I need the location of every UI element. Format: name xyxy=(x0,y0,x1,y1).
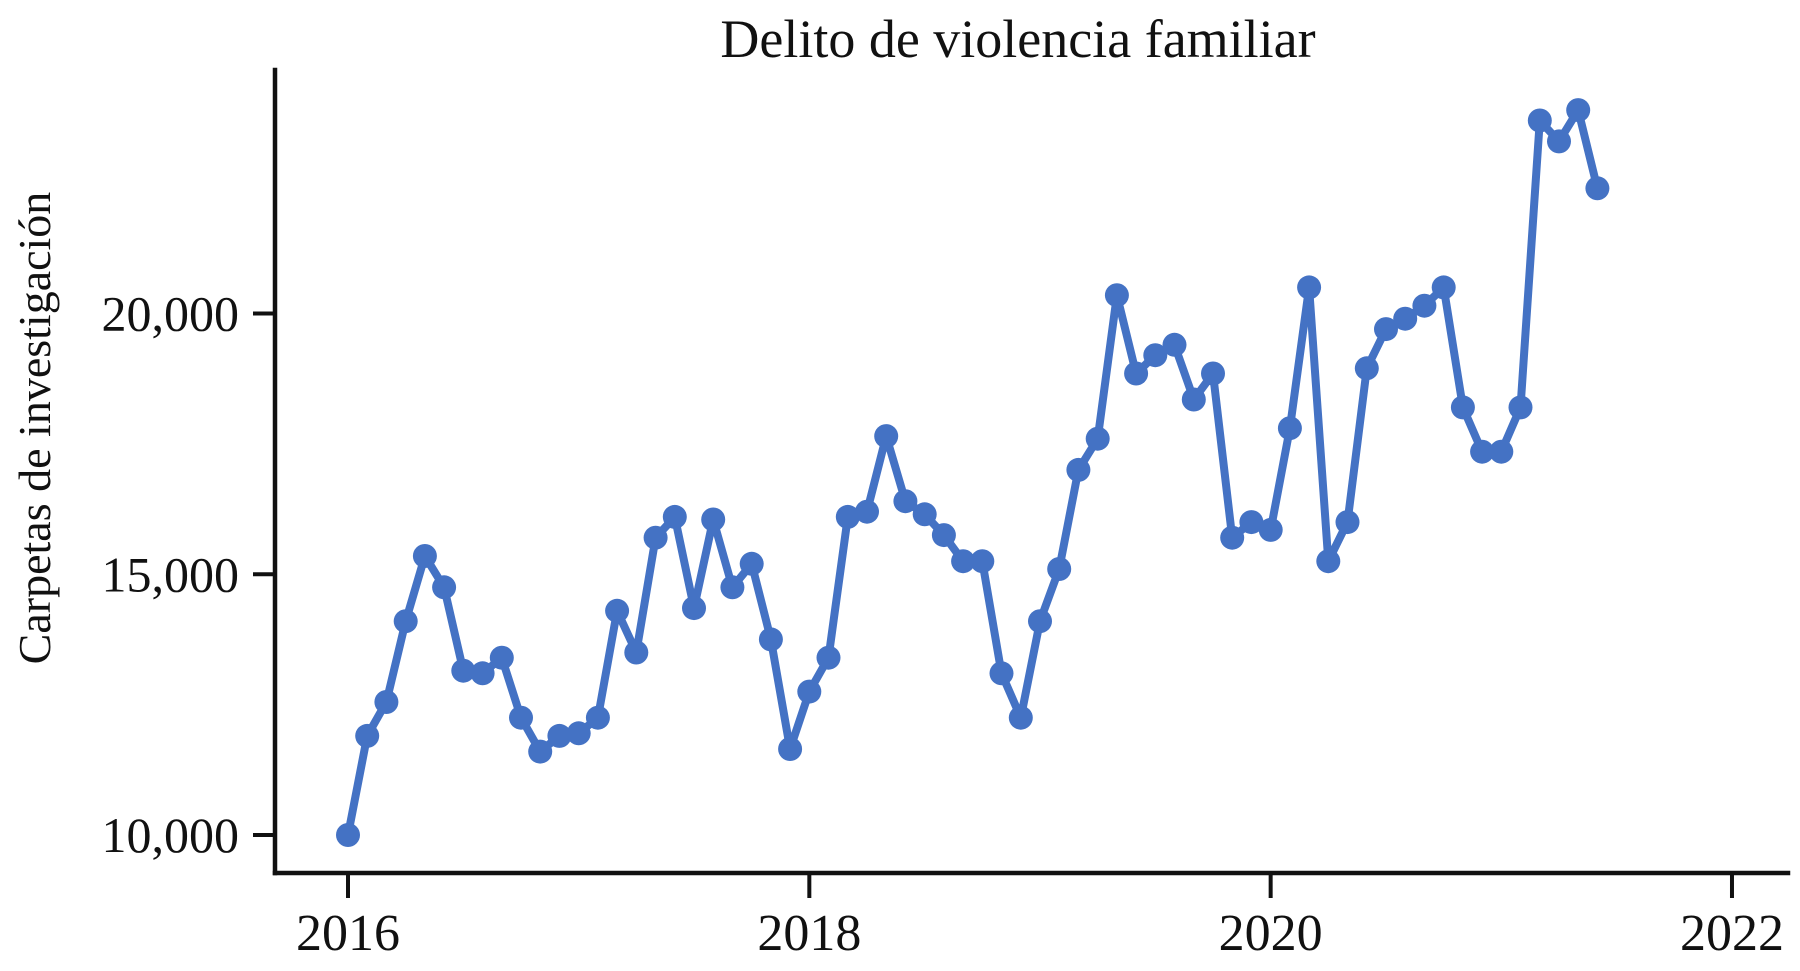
x-tick-label: 2016 xyxy=(296,905,400,962)
data-point xyxy=(336,823,360,847)
data-point xyxy=(662,504,687,529)
data-point xyxy=(1547,129,1571,154)
data-point xyxy=(1277,416,1302,441)
data-point xyxy=(797,679,822,704)
data-point xyxy=(816,645,841,670)
data-point xyxy=(451,658,476,683)
data-point xyxy=(393,609,418,634)
data-point xyxy=(1047,557,1072,581)
data-point xyxy=(758,627,783,652)
data-point xyxy=(893,489,918,514)
data-point xyxy=(585,705,610,730)
data-point xyxy=(951,549,976,574)
data-series-violencia-familiar xyxy=(336,98,1610,847)
data-point xyxy=(835,504,860,529)
y-axis-ticks: 10,000 15,000 20,000 xyxy=(102,286,275,863)
y-tick-label: 20,000 xyxy=(102,286,240,342)
data-point xyxy=(1354,356,1379,381)
data-point xyxy=(1220,525,1245,550)
data-point xyxy=(432,575,457,600)
data-point xyxy=(1374,317,1398,342)
data-point xyxy=(1008,705,1033,730)
x-tick-label: 2022 xyxy=(1680,905,1784,962)
data-point xyxy=(489,645,514,670)
data-point xyxy=(1316,549,1341,574)
data-point xyxy=(1143,343,1168,368)
data-point xyxy=(528,739,553,764)
data-point xyxy=(1104,283,1129,308)
data-point xyxy=(1335,510,1360,535)
data-point xyxy=(605,598,630,623)
data-point xyxy=(412,544,437,568)
data-point xyxy=(1028,609,1052,634)
data-point xyxy=(1297,275,1322,300)
chart-title: Delito de violencia familiar xyxy=(720,9,1315,69)
data-point xyxy=(1066,457,1091,482)
y-tick-label: 15,000 xyxy=(102,546,240,602)
x-tick-label: 2018 xyxy=(757,905,861,962)
data-point xyxy=(643,525,668,550)
data-point xyxy=(1470,439,1495,464)
data-point xyxy=(970,549,995,574)
data-point xyxy=(1393,306,1418,331)
data-point xyxy=(701,507,726,532)
y-tick-label: 10,000 xyxy=(102,807,240,863)
data-point xyxy=(470,661,495,686)
data-point xyxy=(509,705,533,730)
data-point xyxy=(1527,108,1552,133)
y-axis-label: Carpetas de investigación xyxy=(9,192,60,665)
data-point xyxy=(912,502,937,527)
data-point xyxy=(855,499,879,524)
data-point xyxy=(1585,176,1610,201)
data-point xyxy=(355,723,380,748)
data-point xyxy=(720,575,745,600)
data-point xyxy=(778,737,803,761)
data-point xyxy=(1181,387,1206,412)
data-point xyxy=(874,424,899,449)
data-point xyxy=(1239,510,1264,535)
data-point xyxy=(1201,361,1225,386)
data-point xyxy=(1450,395,1475,420)
x-tick-label: 2020 xyxy=(1219,905,1323,962)
data-point xyxy=(1162,332,1187,357)
data-point xyxy=(566,721,591,746)
data-point xyxy=(624,640,649,665)
data-point xyxy=(1412,293,1437,318)
data-point xyxy=(931,523,956,548)
data-point xyxy=(1258,517,1283,542)
data-point xyxy=(1489,439,1514,464)
data-point xyxy=(1085,426,1110,451)
data-point xyxy=(989,661,1014,686)
x-axis-ticks: 2016 2018 2020 2022 xyxy=(296,873,1784,962)
series-line xyxy=(344,106,1602,839)
data-point xyxy=(682,596,706,621)
data-point xyxy=(1566,98,1591,123)
data-point xyxy=(1124,361,1149,386)
data-point xyxy=(374,690,399,714)
data-point xyxy=(1431,275,1456,300)
data-point xyxy=(547,723,572,748)
data-point xyxy=(1508,395,1533,420)
data-point xyxy=(739,551,764,576)
